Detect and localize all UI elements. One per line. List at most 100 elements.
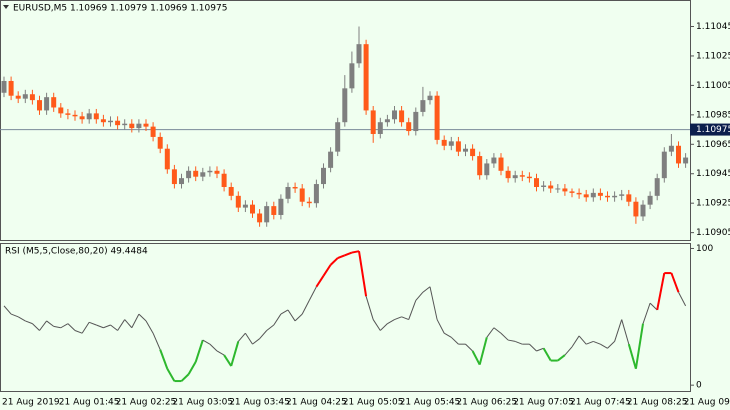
candle-body: [271, 206, 277, 215]
candle-body: [569, 191, 575, 193]
candle-body: [541, 185, 547, 187]
candle-body: [676, 145, 681, 164]
candle-body: [93, 113, 99, 120]
candle-body: [200, 172, 206, 177]
x-tick-label: 21 Aug 08:25: [627, 398, 688, 408]
x-tick-label: 21 Aug 09:05: [684, 398, 730, 408]
rsi-segment: [230, 341, 240, 367]
candle-body: [207, 170, 213, 173]
rsi-segment: [152, 333, 161, 350]
candle-body: [292, 186, 298, 189]
rsi-segment: [138, 313, 147, 322]
x-tick-label: 21 Aug 2019: [2, 398, 60, 408]
candle-body: [15, 95, 21, 99]
rsi-segment: [344, 251, 353, 257]
x-tick-label: 21 Aug 02:25: [116, 398, 177, 408]
rsi-segment: [465, 343, 473, 352]
y-tick-label: 100: [696, 244, 713, 254]
candle-body: [633, 201, 639, 217]
candle-body: [228, 186, 234, 196]
candle-body: [640, 204, 646, 217]
candle-body: [349, 63, 355, 89]
rsi-segment: [322, 264, 332, 277]
candle-body: [86, 113, 92, 120]
candle-body: [619, 194, 625, 196]
candle-body: [186, 170, 192, 179]
rsi-segment: [586, 340, 594, 345]
candle-body: [484, 163, 490, 176]
candle-body: [321, 167, 326, 185]
x-tick-label: 21 Aug 06:25: [456, 398, 517, 408]
rsi-segment: [429, 286, 438, 320]
rsi-segment: [315, 275, 325, 288]
candle-body: [179, 178, 184, 185]
rsi-segment: [649, 302, 658, 311]
candle-body: [136, 123, 142, 129]
candle-body: [612, 195, 618, 198]
rsi-segment: [53, 325, 61, 329]
candle-body: [583, 194, 589, 198]
candle-body: [377, 122, 383, 134]
rsi-segment: [571, 335, 580, 348]
rsi-segment: [3, 305, 12, 315]
rsi-segment: [436, 319, 445, 334]
candle-body: [299, 188, 305, 202]
candle-body: [22, 94, 28, 99]
candle-body: [498, 157, 504, 171]
rsi-segment: [60, 323, 69, 329]
candle-body: [576, 192, 582, 195]
rsi-segment: [10, 313, 19, 318]
rsi-segment: [557, 354, 566, 362]
bid-label: 1.10975: [696, 125, 730, 135]
rsi-frame: [0, 243, 691, 392]
candle-body: [37, 100, 42, 111]
candle-body: [448, 141, 454, 146]
rsi-segment: [372, 319, 381, 331]
candle-body: [108, 120, 113, 123]
y-tick-label: 1.11045: [696, 22, 730, 32]
rsi-segment: [209, 343, 218, 352]
candle-body: [193, 170, 199, 177]
rsi-segment: [287, 309, 296, 322]
rsi-segment: [180, 373, 190, 382]
y-tick-label: 1.11005: [696, 81, 730, 91]
rsi-segment: [273, 313, 282, 326]
candle-body: [434, 95, 440, 140]
candle-body: [427, 95, 433, 101]
rsi-segment: [415, 291, 424, 301]
rsi-segment: [394, 316, 402, 321]
y-tick-label: 1.11025: [696, 51, 730, 61]
candle-body: [605, 195, 610, 198]
candle-body: [129, 123, 135, 129]
bid-label-box: [690, 123, 730, 136]
candle-body: [264, 206, 270, 223]
rsi-segment: [17, 316, 26, 322]
candle-body: [1, 80, 7, 93]
candle-body: [406, 122, 412, 132]
candle-body: [122, 123, 128, 126]
rsi-segment: [471, 350, 481, 366]
rsi-segment: [450, 336, 459, 345]
rsi-segment: [159, 349, 169, 370]
rsi-segment: [194, 339, 204, 363]
candle-body: [328, 151, 334, 168]
rsi-segment: [32, 323, 40, 331]
rsi-segment: [216, 350, 225, 356]
candle-body: [79, 116, 85, 120]
rsi-segment: [89, 321, 97, 326]
rsi-segment: [486, 327, 495, 338]
candle-body: [250, 204, 255, 214]
main-frame: [0, 0, 691, 241]
rsi-segment: [401, 316, 409, 321]
candle-body: [115, 120, 121, 126]
rsi-segment: [529, 343, 537, 352]
rsi-segment: [74, 330, 83, 334]
candle-body: [477, 156, 483, 176]
rsi-segment: [422, 286, 431, 293]
candle-body: [363, 44, 369, 111]
menu-icon: [3, 5, 9, 9]
candle-body: [413, 111, 419, 132]
candle-body: [242, 204, 248, 208]
rsi-segment: [351, 250, 360, 254]
